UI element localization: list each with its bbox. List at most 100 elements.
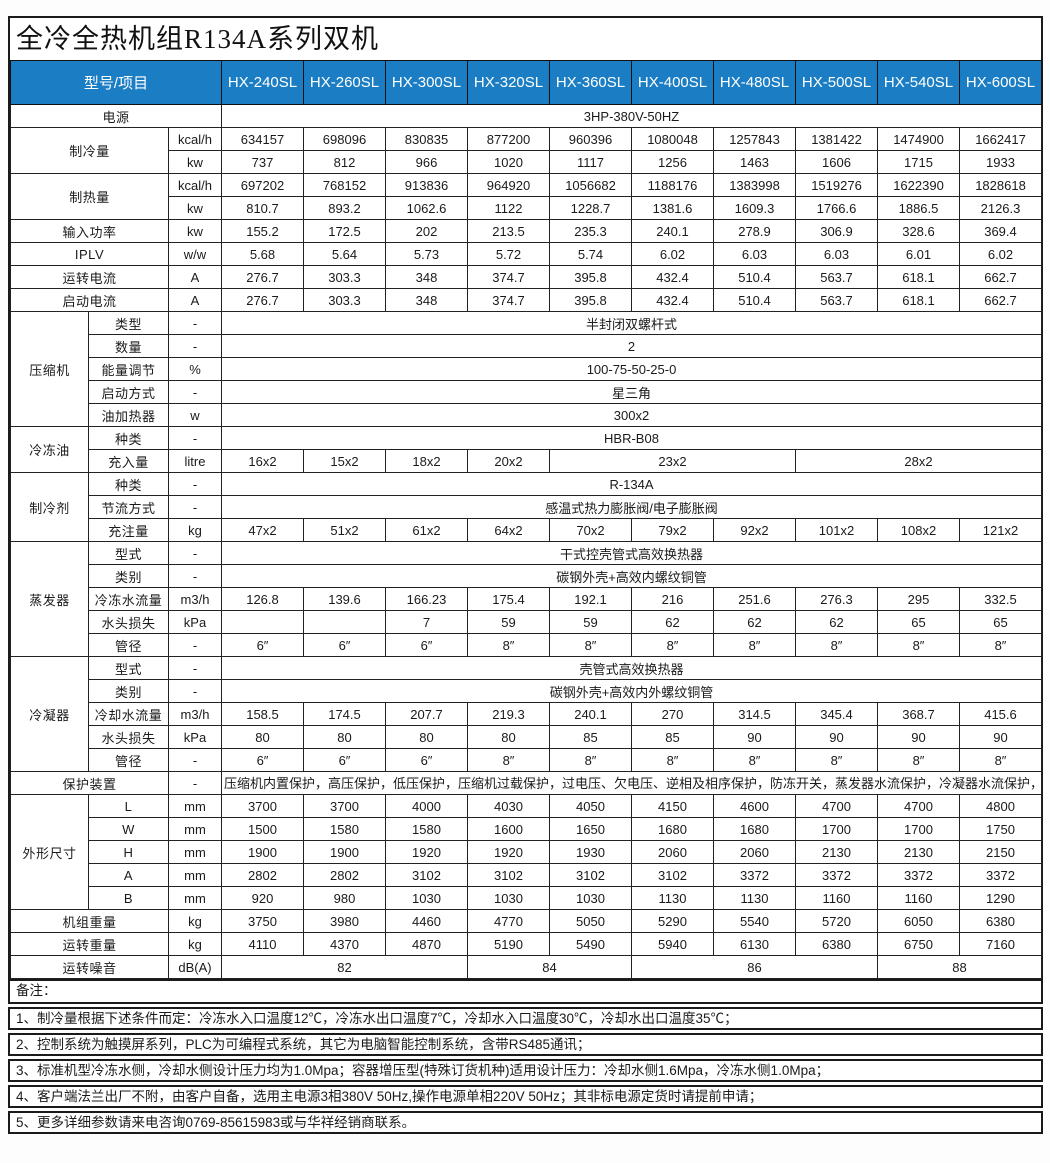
value-cell: 2126.3 [959, 196, 1042, 220]
value-cell: 5190 [467, 932, 550, 956]
value-cell: 8″ [631, 748, 714, 772]
value-cell: 1886.5 [877, 196, 960, 220]
value-cell: 5.64 [303, 242, 386, 266]
value-cell: 1256 [631, 150, 714, 174]
unit-cell: kPa [168, 725, 222, 749]
value-cell: 1662417 [959, 127, 1042, 151]
row-label-cell: 能量调节 [88, 357, 169, 381]
column-header: HX-320SL [467, 60, 550, 105]
value-cell: 1930 [549, 840, 632, 864]
table-row: 管径 -6″ 6″ 6″ 8″ 8″ 8″ 8″ 8″ 8″ 8″ [11, 633, 1042, 657]
table-row: 数量 -2 [11, 334, 1042, 358]
value-cell: 1750 [959, 817, 1042, 841]
value-cell: 3700 [221, 794, 304, 818]
unit-cell: % [168, 357, 222, 381]
value-cell: 1900 [303, 840, 386, 864]
value-cell: 1474900 [877, 127, 960, 151]
value-cell: 1020 [467, 150, 550, 174]
row-label-cell: B [88, 886, 169, 910]
table-row: 运转电流 A 276.7 303.3 348 374.7 395.8 432.4 510.4 56… [10, 265, 1042, 289]
row-label-cell: 冷却水流量 [88, 702, 169, 726]
value-cell: 395.8 [549, 288, 632, 312]
value-cell: 8″ [713, 633, 796, 657]
value-cell: 172.5 [303, 219, 386, 243]
value-cell: 202 [385, 219, 468, 243]
value-cell: 1680 [713, 817, 796, 841]
value-cell: 90 [713, 725, 796, 749]
row-label-cell: 电源 [10, 104, 222, 128]
value-cell: 4770 [467, 909, 550, 933]
row-label-cell: 运转重量 [10, 932, 169, 956]
value-cell: 79x2 [631, 518, 714, 542]
value-cell: 219.3 [467, 702, 550, 726]
table-row: 节流方式 - 感温式热力膨胀阀/电子膨胀阀 [11, 495, 1042, 519]
unit-cell: - [168, 495, 222, 519]
column-header: HX-500SL [795, 60, 878, 105]
value-cell: 23x2 [549, 449, 796, 473]
value-cell: 893.2 [303, 196, 386, 220]
value-cell: 3372 [795, 863, 878, 887]
value-cell: 80 [467, 725, 550, 749]
value-cell: 90 [795, 725, 878, 749]
value-cell: 3980 [303, 909, 386, 933]
value-cell: 1580 [385, 817, 468, 841]
value-cell: 810.7 [221, 196, 304, 220]
value-cell: 2802 [303, 863, 386, 887]
value-cell: 510.4 [713, 288, 796, 312]
row-label-cell: 冷冻水流量 [88, 587, 169, 611]
value-cell: 1650 [549, 817, 632, 841]
value-cell: 2060 [631, 840, 714, 864]
value-cell: 6.01 [877, 242, 960, 266]
value-cell: 1228.7 [549, 196, 632, 220]
value-cell: 3372 [713, 863, 796, 887]
value-cell: 3102 [549, 863, 632, 887]
value-cell: 121x2 [959, 518, 1042, 542]
value-cell: 1933 [959, 150, 1042, 174]
value-cell: 303.3 [303, 288, 386, 312]
value-cell: 6.03 [713, 242, 796, 266]
table-row: 冷却水流量 m3/h 158.5 174.5 207.7 219.3 240.1 270 314… [11, 702, 1042, 726]
value-cell: 374.7 [467, 288, 550, 312]
value-cell: 563.7 [795, 288, 878, 312]
row-label-cell: 型式 [88, 541, 169, 565]
table-row: 冷冻油 种类 - HBR-B08 [10, 426, 1042, 473]
note-item: 3、标准机型冷冻水侧，冷却水侧设计压力均为1.0Mpa；容器增压型(特殊订货机种… [8, 1059, 1043, 1082]
row-label-cell: 冷冻油 [10, 426, 89, 473]
value-cell: 1600 [467, 817, 550, 841]
value-cell: 1700 [795, 817, 878, 841]
row-label-cell: 种类 [88, 472, 169, 496]
value-cell: 64x2 [467, 518, 550, 542]
value-cell: 432.4 [631, 265, 714, 289]
value-cell: 8″ [877, 633, 960, 657]
value-cell: 1188176 [631, 173, 714, 197]
table-row: 启动电流 A 276.7 303.3 348 374.7 395.8 432.4 510.4 56… [10, 288, 1042, 312]
table-row: 充注量 kg 47x2 51x2 61x2 64x2 70x2 79x2 92x2 101x2 10… [11, 518, 1042, 542]
value-cell: 2150 [959, 840, 1042, 864]
value-cell: 80 [303, 725, 386, 749]
row-label-cell: 类型 [88, 311, 169, 335]
protection-text-cell: 压缩机内置保护，高压保护，低压保护，压缩机过载保护，过电压、欠电压、逆相及相序保… [221, 771, 1042, 795]
value-cell: 4700 [877, 794, 960, 818]
value-cell: 1383998 [713, 173, 796, 197]
table-row: kw 810.7 893.2 1062.6 1122 1228.7 1381.6 1609.3… [11, 196, 1042, 220]
value-cell: 86 [631, 955, 878, 979]
value-cell: 5290 [631, 909, 714, 933]
value-cell: 235.3 [549, 219, 632, 243]
unit-cell: m3/h [168, 587, 222, 611]
unit-cell: - [168, 426, 222, 450]
value-cell: 59 [467, 610, 550, 634]
table-row: 冷冻水流量 m3/h 126.8 139.6 166.23 175.4 192.1 216 25… [11, 587, 1042, 611]
unit-cell: - [168, 311, 222, 335]
value-cell: 51x2 [303, 518, 386, 542]
value-cell: 80 [385, 725, 468, 749]
value-cell: 90 [959, 725, 1042, 749]
value-cell: 960396 [549, 127, 632, 151]
unit-cell: - [168, 472, 222, 496]
table-row: 冷凝器 型式 - 壳管式高效换热器 [10, 656, 1042, 772]
note-item: 1、制冷量根据下述条件而定：冷冻水入口温度12℃，冷冻水出口温度7℃，冷却水入口… [8, 1007, 1043, 1030]
value-cell: 4050 [549, 794, 632, 818]
